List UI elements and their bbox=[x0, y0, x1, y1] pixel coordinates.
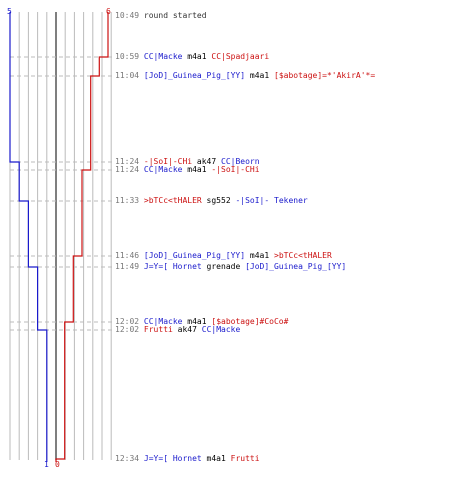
event-row: 11:24 CC|Macke m4a1 -|SoI|-CHi bbox=[115, 166, 260, 174]
player-name: >bTCc<tHALER bbox=[143, 196, 202, 205]
weapon-label: ak47 bbox=[196, 157, 217, 166]
player-name: >bTCc<tHALER bbox=[274, 251, 332, 260]
weapon-label: m4a1 bbox=[206, 454, 226, 463]
event-row: 12:34 J=Y=[ Hornet m4a1 Frutti bbox=[115, 455, 260, 463]
event-time: 11:49 bbox=[115, 262, 140, 271]
player-name: CC|Macke bbox=[143, 165, 183, 174]
player-name: CC|Macke bbox=[143, 52, 183, 61]
event-time: 11:24 bbox=[115, 157, 140, 166]
player-name: J=Y=[ Hornet bbox=[143, 454, 202, 463]
red-team-step-line bbox=[55, 12, 109, 462]
player-name: [JoD]_Guinea_Pig_[YY] bbox=[245, 262, 347, 271]
player-name: J=Y=[ Hornet bbox=[143, 262, 202, 271]
event-time: 11:04 bbox=[115, 71, 140, 80]
event-row: 11:24 -|SoI|-CHi ak47 CC|Beorn bbox=[115, 158, 260, 166]
event-row: 12:02 CC|Macke m4a1 [$abotage]#CoCo# bbox=[115, 318, 288, 326]
player-name: CC|Macke bbox=[143, 317, 183, 326]
event-time: 11:46 bbox=[115, 251, 140, 260]
player-name: CC|Macke bbox=[201, 325, 241, 334]
weapon-label: m4a1 bbox=[249, 71, 270, 80]
player-name: Frutti bbox=[143, 325, 173, 334]
player-name: Frutti bbox=[230, 454, 260, 463]
event-row: 12:02 Frutti ak47 CC|Macke bbox=[115, 326, 240, 334]
event-time: 10:49 bbox=[115, 11, 140, 20]
weapon-label: m4a1 bbox=[249, 251, 270, 260]
event-row: 11:33 >bTCc<tHALER sg552 -|SoI|- Tekener bbox=[115, 197, 308, 205]
event-time: 11:33 bbox=[115, 196, 140, 205]
event-row: 11:04 [JoD]_Guinea_Pig_[YY] m4a1 [$abota… bbox=[115, 72, 375, 80]
player-name: [$abotage]#CoCo# bbox=[211, 317, 289, 326]
event-time: 10:59 bbox=[115, 52, 140, 61]
event-row: 10:59 CC|Macke m4a1 CC|Spadjaari bbox=[115, 53, 269, 61]
weapon-label: grenade bbox=[206, 262, 241, 271]
weapon-label: sg552 bbox=[206, 196, 231, 205]
weapon-label: m4a1 bbox=[187, 165, 207, 174]
blue-end-count: 1 bbox=[44, 460, 49, 469]
event-row: 11:49 J=Y=[ Hornet grenade [JoD]_Guinea_… bbox=[115, 263, 346, 271]
event-row: 10:49 round started bbox=[115, 12, 207, 20]
player-name: CC|Beorn bbox=[221, 157, 260, 166]
weapon-label: m4a1 bbox=[187, 317, 207, 326]
player-name: -|SoI|-CHi bbox=[143, 157, 193, 166]
player-name: -|SoI|- Tekener bbox=[235, 196, 308, 205]
red-start-count: 6 bbox=[106, 7, 111, 16]
weapon-label: m4a1 bbox=[187, 52, 207, 61]
event-text: round started bbox=[143, 11, 207, 20]
event-time: 11:24 bbox=[115, 165, 140, 174]
red-end-count: 0 bbox=[55, 460, 60, 469]
player-name: [$abotage]=*'AkirA'*= bbox=[274, 71, 376, 80]
event-time: 12:34 bbox=[115, 454, 140, 463]
event-time: 12:02 bbox=[115, 317, 140, 326]
event-row: 11:46 [JoD]_Guinea_Pig_[YY] m4a1 >bTCc<t… bbox=[115, 252, 332, 260]
blue-team-step-line bbox=[9, 12, 48, 462]
player-name: [JoD]_Guinea_Pig_[YY] bbox=[143, 251, 246, 260]
weapon-label: ak47 bbox=[177, 325, 197, 334]
player-name: [JoD]_Guinea_Pig_[YY] bbox=[143, 71, 246, 80]
blue-start-count: 5 bbox=[7, 7, 12, 16]
player-name: -|SoI|-CHi bbox=[211, 165, 260, 174]
player-name: CC|Spadjaari bbox=[211, 52, 270, 61]
event-time: 12:02 bbox=[115, 325, 140, 334]
